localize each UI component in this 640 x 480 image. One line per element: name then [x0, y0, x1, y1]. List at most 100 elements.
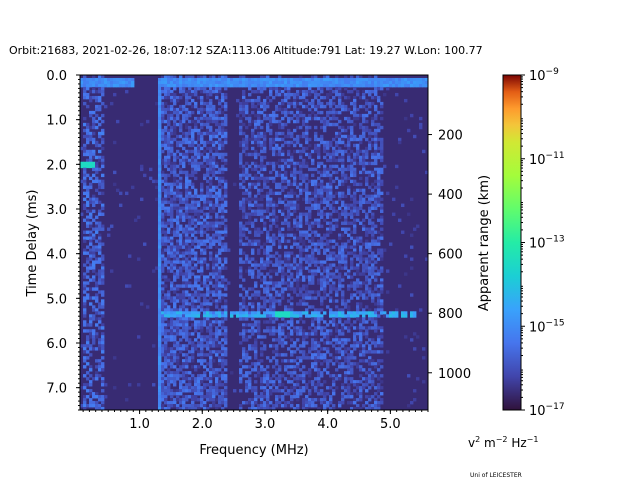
heatmap-cell: [356, 296, 360, 300]
heatmap-cell: [371, 236, 375, 240]
heatmap-cell: [335, 287, 339, 291]
heatmap-cell: [305, 134, 309, 139]
heatmap-cell: [317, 356, 321, 360]
heatmap-cell: [281, 143, 285, 148]
heatmap-cell: [185, 209, 189, 213]
heatmap-cell: [185, 191, 189, 196]
heatmap-cell: [161, 185, 165, 190]
heatmap-cell: [416, 335, 420, 339]
heatmap-cell: [203, 77, 207, 82]
heatmap-cell: [323, 251, 327, 255]
heatmap-cell: [380, 248, 384, 252]
heatmap-cell: [161, 320, 165, 324]
heatmap-cell: [212, 173, 216, 178]
heatmap-cell: [95, 293, 99, 297]
heatmap-cell: [335, 86, 339, 91]
heatmap-cell: [326, 350, 330, 354]
heatmap-cell: [257, 137, 261, 142]
heatmap-cell: [215, 287, 219, 291]
heatmap-cell: [179, 167, 183, 172]
heatmap-cell: [338, 197, 342, 202]
heatmap-cell: [284, 185, 288, 190]
heatmap-cell: [176, 374, 180, 378]
heatmap-cell: [221, 110, 225, 115]
heatmap-cell: [200, 326, 204, 330]
heatmap-cell: [110, 83, 114, 88]
heatmap-cell: [185, 248, 189, 252]
heatmap-cell: [203, 131, 207, 136]
heatmap-cell: [215, 311, 219, 315]
heatmap-cell: [377, 302, 381, 306]
heatmap-cell: [197, 344, 201, 348]
heatmap-cell: [197, 305, 201, 309]
heatmap-cell: [212, 152, 216, 157]
heatmap-cell: [281, 122, 285, 127]
heatmap-cell: [263, 80, 267, 85]
heatmap-cell: [413, 227, 417, 231]
heatmap-cell: [167, 113, 171, 118]
heatmap-cell: [158, 323, 162, 327]
heatmap-cell: [308, 209, 312, 213]
heatmap-cell: [176, 218, 180, 222]
heatmap-cell: [281, 332, 285, 336]
heatmap-cell: [101, 305, 105, 309]
heatmap-cell: [194, 92, 198, 97]
heatmap-cell: [278, 269, 282, 273]
heatmap-cell: [89, 323, 93, 327]
heatmap-cell: [278, 353, 282, 357]
heatmap-cell: [356, 290, 360, 294]
heatmap-cell: [347, 326, 351, 330]
heatmap-cell: [209, 326, 213, 330]
heatmap-cell: [371, 197, 375, 202]
heatmap-cell: [83, 179, 87, 184]
heatmap-cell: [275, 191, 279, 196]
heatmap-cell: [299, 215, 303, 219]
heatmap-cell: [320, 263, 324, 267]
heatmap-cell: [173, 266, 177, 270]
heatmap-cell: [245, 236, 249, 240]
heatmap-cell: [251, 344, 255, 348]
heatmap-cell: [269, 299, 273, 303]
heatmap-cell: [329, 164, 333, 169]
heatmap-cell: [224, 338, 228, 342]
heatmap-cell: [266, 230, 270, 234]
heatmap-cell: [362, 116, 366, 121]
heatmap-cell: [359, 338, 363, 342]
heatmap-cell: [179, 260, 183, 264]
heatmap-cell: [98, 131, 102, 136]
heatmap-cell: [329, 89, 333, 94]
heatmap-cell: [215, 320, 219, 324]
heatmap-cell: [281, 311, 285, 315]
heatmap-cell: [281, 275, 285, 279]
heatmap-cell: [371, 122, 375, 127]
heatmap-cell: [380, 329, 384, 333]
heatmap-cell: [215, 83, 219, 88]
heatmap-cell: [350, 368, 354, 372]
heatmap-cell: [185, 308, 189, 312]
heatmap-cell: [287, 251, 291, 255]
heatmap-cell: [101, 278, 105, 282]
heatmap-cell: [95, 296, 99, 300]
heatmap-cell: [296, 137, 300, 142]
heatmap-cell: [344, 272, 348, 276]
heatmap-cell: [260, 212, 264, 216]
heatmap-cell: [164, 155, 168, 160]
heatmap-cell: [209, 110, 213, 115]
heatmap-cell: [182, 332, 186, 336]
heatmap-cell: [299, 176, 303, 181]
heatmap-cell: [254, 164, 258, 169]
heatmap-cell: [311, 239, 315, 243]
heatmap-cell: [173, 284, 177, 288]
heatmap-cell: [356, 311, 360, 315]
heatmap-cell: [314, 77, 318, 82]
heatmap-cell: [92, 83, 96, 88]
heatmap-cell: [275, 113, 279, 118]
heatmap-cell: [272, 311, 276, 315]
heatmap-cell: [278, 92, 282, 97]
heatmap-cell: [317, 194, 321, 199]
heatmap-cell: [284, 194, 288, 199]
heatmap-cell: [188, 251, 192, 255]
heatmap-cell: [272, 77, 276, 82]
heatmap-cell: [356, 188, 360, 193]
heatmap-cell: [281, 152, 285, 157]
